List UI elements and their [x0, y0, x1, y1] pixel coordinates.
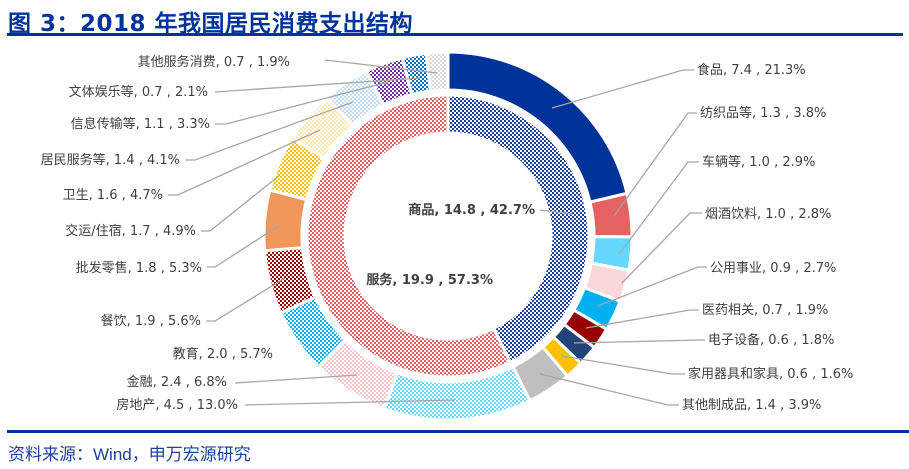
outer-leader-line-15	[168, 129, 321, 196]
outer-data-label-19: 其他服务消费, 0.7 , 1.9%	[138, 54, 290, 70]
outer-data-label-4: 公用事业, 0.9 , 2.7%	[710, 261, 836, 276]
outer-data-label-3: 烟酒饮料, 1.0 , 2.8%	[705, 207, 831, 222]
outer-leader-line-1	[613, 112, 697, 217]
outer-leader-line-14	[201, 174, 281, 232]
outer-leader-line-6	[573, 339, 705, 344]
outer-data-label-11: 教育, 2.0 , 5.7%	[173, 346, 273, 362]
outer-segment-19	[424, 50, 450, 93]
inner-segment-1	[305, 93, 513, 379]
outer-leader-line-0	[551, 69, 694, 109]
outer-leader-line-3	[621, 212, 702, 284]
outer-data-label-1: 纺织品等, 1.3 , 3.8%	[700, 105, 826, 121]
outer-data-label-5: 医药相关, 0.7 , 1.9%	[702, 303, 828, 318]
outer-data-label-12: 餐饮, 1.9 , 5.6%	[101, 313, 201, 329]
inner-ring	[305, 93, 591, 379]
outer-data-label-13: 批发零售, 1.8 , 5.3%	[76, 260, 202, 276]
outer-leader-line-5	[585, 309, 699, 329]
outer-data-label-17: 信息传输等, 1.1 , 3.3%	[71, 116, 210, 132]
source-note: 资料来源：Wind，申万宏源研究	[8, 445, 251, 464]
outer-leader-line-17	[215, 81, 389, 125]
outer-leader-line-18	[214, 77, 421, 93]
outer-data-label-9: 房地产, 4.5 , 13.0%	[116, 397, 238, 413]
outer-leader-line-8	[539, 373, 679, 406]
inner-data-label-1: 服务, 19.9 , 57.3%	[366, 272, 493, 288]
chart-title: 图 3：2018 年我国居民消费支出结构	[8, 11, 414, 37]
title-rule	[7, 33, 903, 36]
outer-leader-line-16	[185, 101, 354, 161]
outer-ring	[262, 50, 634, 422]
inner-segment-0	[446, 93, 591, 365]
leader-lines	[168, 59, 707, 406]
outer-data-label-15: 卫生, 1.6 , 4.7%	[63, 188, 163, 203]
outer-data-label-18: 文体娱乐等, 0.7 , 2.1%	[69, 84, 208, 100]
outer-leader-line-9	[244, 399, 456, 406]
outer-leader-line-2	[619, 161, 699, 254]
outer-data-label-16: 居民服务等, 1.4 , 4.1%	[41, 152, 180, 168]
inner-leader-line-0	[539, 209, 573, 215]
outer-data-label-10: 金融, 2.4 , 6.8%	[127, 374, 227, 390]
data-labels: 食品, 7.4 , 21.3% 纺织品等, 1.3 , 3.8% 车辆等, 1.0 …	[41, 54, 854, 413]
footer-rule	[7, 430, 909, 433]
outer-leader-line-13	[207, 224, 281, 268]
outer-leader-line-4	[597, 266, 707, 307]
outer-leader-line-7	[561, 355, 685, 375]
outer-data-label-2: 车辆等, 1.0 , 2.9%	[702, 154, 815, 170]
outer-data-label-14: 交运/住宿, 1.7 , 4.9%	[65, 223, 196, 239]
outer-data-label-7: 家用器具和家具, 0.6 , 1.6%	[688, 366, 853, 382]
outer-data-label-8: 其他制成品, 1.4 , 3.9%	[682, 398, 821, 413]
outer-data-label-0: 食品, 7.4 , 21.3%	[697, 62, 806, 78]
outer-data-label-6: 电子设备, 0.6 , 1.8%	[708, 332, 834, 348]
inner-data-label-0: 商品, 14.8 , 42.7%	[408, 202, 535, 218]
outer-leader-line-10	[234, 374, 358, 384]
outer-leader-line-12	[206, 277, 286, 322]
nested-donut-chart: 食品, 7.4 , 21.3% 纺织品等, 1.3 , 3.8% 车辆等, 1.0 …	[41, 50, 854, 422]
outer-leader-line-19	[324, 59, 438, 74]
